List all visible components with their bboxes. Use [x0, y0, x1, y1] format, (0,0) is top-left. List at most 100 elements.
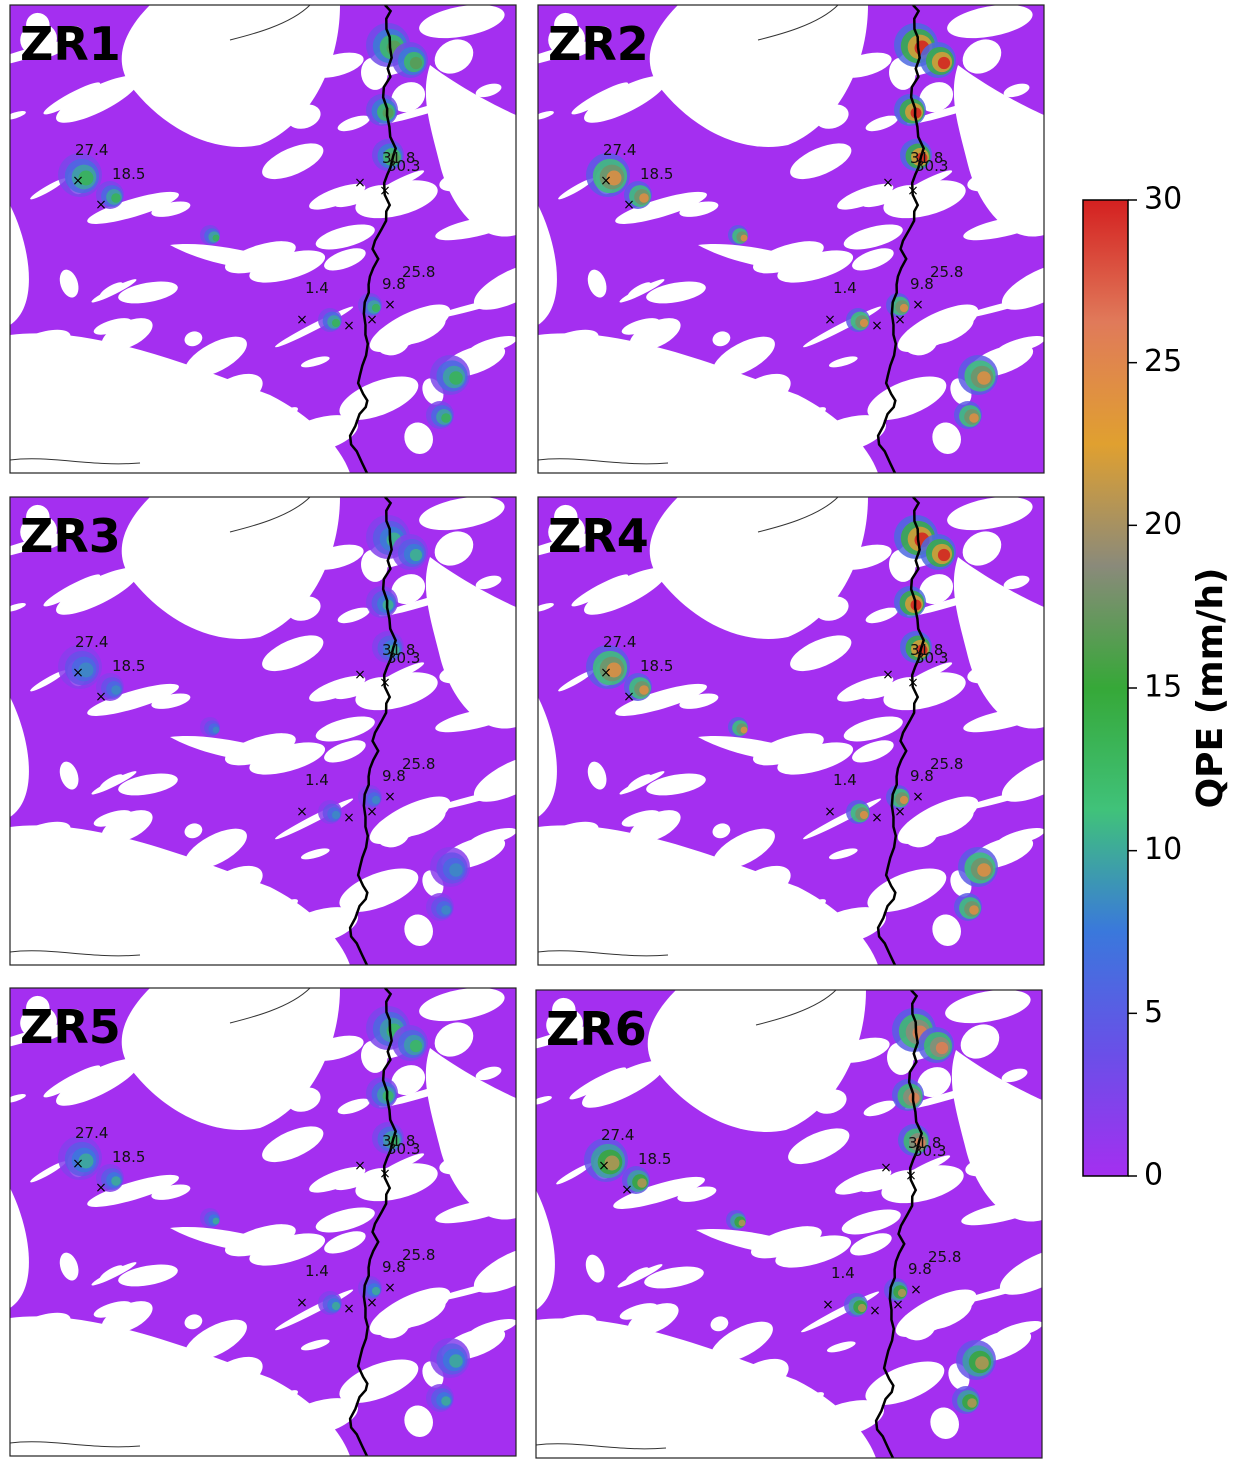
- no-rain-patch: [419, 497, 505, 531]
- rain-cell: [371, 303, 381, 313]
- no-rain-patch: [60, 517, 83, 536]
- no-rain-patch: [60, 1008, 83, 1027]
- gauge-marker: ×: [384, 1280, 396, 1296]
- no-rain-patch: [262, 635, 324, 672]
- gauge-label: 9.8: [382, 1258, 406, 1276]
- no-rain-patch: [30, 670, 66, 692]
- gauge-label: 25.8: [402, 1246, 435, 1264]
- gauge-label: 25.8: [402, 755, 435, 773]
- no-rain-area: [10, 1188, 29, 1308]
- no-rain-patch: [404, 422, 433, 454]
- no-rain-patch: [586, 1010, 609, 1029]
- no-rain-patch: [615, 390, 695, 419]
- gauge-marker: ×: [882, 175, 894, 191]
- no-rain-patch: [865, 1361, 945, 1406]
- no-rain-patch: [59, 269, 79, 298]
- no-rain-patch: [790, 635, 852, 672]
- no-rain-patch: [249, 250, 326, 283]
- gauge-label: 1.4: [833, 279, 857, 297]
- river: [876, 5, 925, 473]
- gauge-marker: ×: [871, 318, 883, 334]
- no-rain-patch: [739, 990, 828, 1007]
- no-rain-patch: [91, 771, 137, 795]
- rain-cell: [212, 234, 220, 242]
- no-rain-patch: [93, 810, 132, 827]
- no-rain-area: [121, 5, 340, 147]
- panel-title: ZR2: [548, 17, 649, 71]
- no-rain-patch: [865, 115, 898, 132]
- no-rain-patch: [334, 680, 381, 700]
- no-rain-patch: [963, 215, 1044, 241]
- gauge-label: 27.4: [603, 633, 636, 651]
- gauge-marker: ×: [824, 312, 836, 328]
- no-rain-area: [121, 497, 340, 639]
- no-rain-patch: [960, 1077, 1004, 1112]
- no-rain-patch: [629, 318, 681, 351]
- rain-cell: [899, 303, 909, 313]
- gauge-marker: ×: [905, 1168, 917, 1184]
- river: [348, 5, 397, 473]
- no-rain-patch: [569, 1067, 627, 1100]
- border: [10, 497, 311, 957]
- no-rain-patch: [118, 281, 178, 304]
- no-rain-patch: [184, 1319, 247, 1361]
- no-rain-patch: [93, 318, 132, 335]
- no-rain-patch: [558, 178, 594, 200]
- rain-cell: [212, 726, 220, 734]
- no-rain-patch: [906, 590, 992, 617]
- no-rain-patch: [224, 733, 296, 766]
- no-rain-patch: [214, 899, 298, 947]
- colorbar-label: QPE (mm/h): [1190, 568, 1231, 809]
- no-rain-patch: [917, 1067, 952, 1098]
- no-rain-patch: [775, 1235, 852, 1268]
- no-rain-patch: [646, 281, 706, 304]
- no-rain-patch: [932, 914, 961, 946]
- gauge-label: 9.8: [382, 767, 406, 785]
- no-rain-patch: [300, 1339, 330, 1351]
- gauge-marker: ×: [882, 667, 894, 683]
- no-rain-patch: [151, 1184, 191, 1200]
- no-rain-patch: [174, 1384, 253, 1400]
- no-rain-patch: [87, 390, 167, 419]
- no-rain-patch: [862, 680, 909, 700]
- no-rain-area: [121, 988, 340, 1130]
- gauge-label: 18.5: [112, 657, 145, 675]
- gauge-marker: ×: [72, 665, 84, 681]
- rain-cell: [331, 1301, 341, 1311]
- panel-title: ZR5: [20, 1000, 121, 1054]
- no-rain-area: [10, 205, 29, 325]
- no-rain-patch: [961, 1200, 1042, 1226]
- no-rain-patch: [615, 683, 707, 716]
- map-panel: × × × × × × × × 27.418.5 31.830.3 25.8 1.4 9.8 ZR2: [537, 4, 1045, 474]
- no-rain-patch: [282, 907, 358, 946]
- map-panel: × × × × × × × × 27.418.5 31.830.3 25.8 1.4 9.8 ZR3: [9, 496, 517, 966]
- no-rain-patch: [967, 664, 1002, 684]
- gauge-marker: ×: [871, 810, 883, 826]
- gauge-marker: ×: [384, 789, 396, 805]
- no-rain-patch: [439, 172, 474, 192]
- gauge-marker: ×: [880, 1160, 892, 1176]
- rain-cell: [449, 371, 463, 385]
- rain-cell: [371, 1286, 381, 1296]
- no-rain-patch: [26, 504, 50, 529]
- no-rain-patch: [315, 716, 375, 742]
- no-rain-patch: [300, 356, 330, 368]
- no-rain-patch: [729, 521, 765, 554]
- panel-frame: [537, 4, 1045, 474]
- no-rain-patch: [302, 530, 323, 553]
- no-rain-patch: [621, 810, 660, 827]
- no-rain-patch: [863, 1100, 896, 1117]
- gauge-label: 25.8: [928, 1248, 961, 1266]
- no-rain-patch: [439, 1155, 474, 1175]
- no-rain-patch: [43, 1065, 101, 1098]
- rain-cell: [857, 1303, 867, 1313]
- gauge-label: 18.5: [112, 165, 145, 183]
- no-rain-patch: [324, 1231, 366, 1254]
- no-rain-patch: [378, 98, 464, 125]
- no-rain-patch: [282, 415, 358, 454]
- no-rain-patch: [741, 5, 830, 22]
- no-rain-patch: [841, 1209, 901, 1235]
- no-rain-patch: [945, 990, 1031, 1024]
- no-rain-patch: [201, 521, 237, 554]
